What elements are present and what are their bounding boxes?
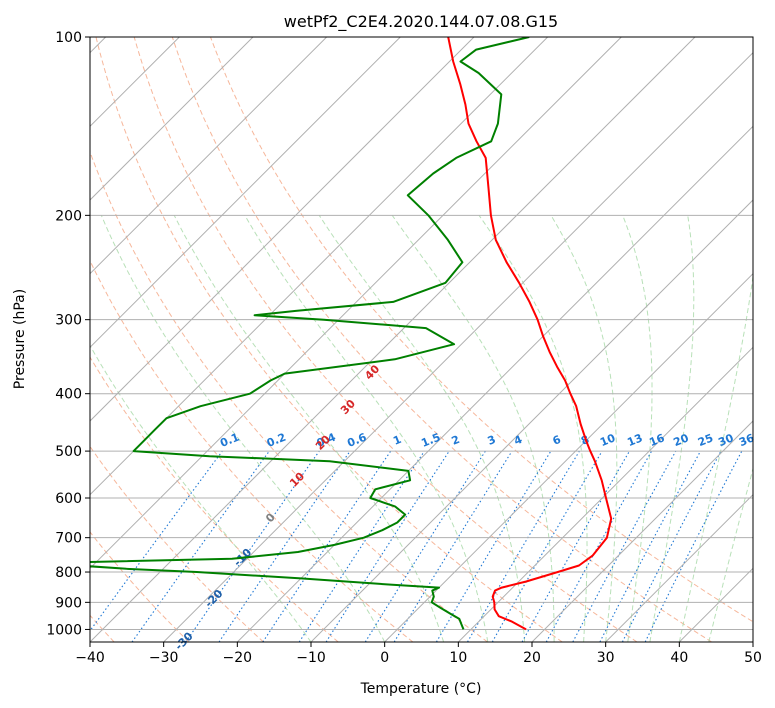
isotherm-line (90, 37, 401, 349)
mixing-ratio-label: 10 (598, 431, 617, 449)
x-tick-label: −30 (149, 650, 179, 666)
mixing-ratio-label: 20 (671, 431, 690, 449)
mixing-ratio-line (467, 450, 580, 642)
mixing-ratio-line (572, 450, 677, 642)
mixing-ratio-line (185, 450, 320, 642)
y-tick-label: 900 (55, 595, 82, 611)
y-axis-label: Pressure (hPa) (12, 289, 28, 389)
x-tick-label: −20 (223, 650, 253, 666)
y-tick-label: 800 (55, 565, 82, 581)
moist-adiabat (173, 215, 445, 642)
y-axis-ticks: 1000 900 800 700 600 500 400 300 200 100 (46, 30, 90, 638)
dry-adiabat (90, 150, 488, 642)
plot-background (90, 37, 753, 642)
chart-title: wetPf2_C2E4.2020.144.07.08.G15 (284, 12, 558, 32)
dry-adiabat (95, 37, 563, 642)
mixing-ratio-label: 2 (450, 433, 462, 448)
moist-adiabat (678, 272, 753, 642)
x-tick-label: −10 (296, 650, 326, 666)
moist-adiabat (649, 215, 695, 642)
isotherm-line (531, 420, 753, 642)
dry-adiabat (171, 37, 712, 642)
moist-adiabat (90, 344, 312, 642)
x-tick-label: 0 (380, 650, 389, 666)
mixing-ratio-label: 1 (391, 433, 403, 448)
temperature-line (447, 37, 613, 631)
isotherm-line (236, 125, 753, 642)
moist-adiabat (100, 215, 386, 642)
mixing-ratio-label: 16 (647, 431, 666, 449)
mixing-ratio-line (491, 450, 603, 642)
moist-adiabat (622, 215, 653, 642)
dry-adiabat (210, 37, 753, 623)
isotherm-line (90, 37, 622, 570)
mixing-ratio-line (521, 450, 630, 642)
mixing-ratio-label: 3 (486, 433, 498, 448)
mixing-ratio-label: 30 (716, 431, 735, 449)
isotherm-line (90, 37, 328, 275)
profile-lines (90, 37, 613, 631)
moist-adiabat (550, 215, 618, 642)
isotherm-line (384, 272, 753, 642)
x-axis-ticks: −40 −30 −20 −10 0 10 20 30 40 50 (75, 642, 762, 666)
dry-adiabat (90, 259, 414, 642)
moist-adiabat (244, 215, 489, 642)
x-tick-label: 20 (523, 650, 541, 666)
x-tick-label: −40 (75, 650, 105, 666)
y-tick-label: 200 (55, 208, 82, 224)
y-tick-label: 700 (55, 531, 82, 547)
x-tick-label: 10 (449, 650, 467, 666)
isotherm-line (90, 37, 254, 201)
y-tick-label: 1000 (46, 622, 82, 638)
mixing-ratio-line (131, 450, 270, 642)
mixing-ratio-line (435, 450, 552, 642)
y-tick-label: 500 (55, 444, 82, 460)
isotherm-line (310, 199, 753, 642)
dewpoint-line (90, 37, 530, 630)
mixing-ratio-label: 25 (696, 431, 715, 449)
y-tick-label: 600 (55, 491, 82, 507)
isotherm-line (605, 493, 753, 642)
y-tick-label: 300 (55, 313, 82, 329)
isotherm-line (752, 641, 753, 642)
mixing-ratio-line (325, 450, 450, 642)
isotherm-line (163, 51, 753, 642)
moist-adiabat (708, 466, 753, 642)
mixing-ratio-label: 13 (625, 431, 644, 449)
mixing-ratio-line (364, 450, 486, 642)
plot-frame (89, 36, 754, 643)
moist-adiabat (391, 215, 555, 642)
mixing-ratio-line (90, 450, 223, 632)
dry-adiabat (133, 37, 638, 642)
isotherm-line (457, 346, 753, 642)
x-tick-label: 40 (670, 650, 688, 666)
x-tick-label: 30 (597, 650, 615, 666)
mixing-ratio-line (218, 450, 351, 642)
isotherm-line (90, 37, 549, 496)
x-axis-label: Temperature (°C) (360, 681, 482, 697)
moist-adiabat (478, 215, 588, 642)
mixing-ratio-line (393, 450, 513, 642)
x-tick-label: 50 (744, 650, 762, 666)
mixing-ratio-label: 36 (737, 431, 756, 449)
y-tick-label: 400 (55, 387, 82, 403)
dry-adiabat (90, 531, 190, 642)
background-lines (90, 37, 753, 642)
y-tick-label: 100 (55, 30, 82, 46)
isotherm-line (90, 37, 475, 422)
isotherm-line (90, 37, 696, 642)
